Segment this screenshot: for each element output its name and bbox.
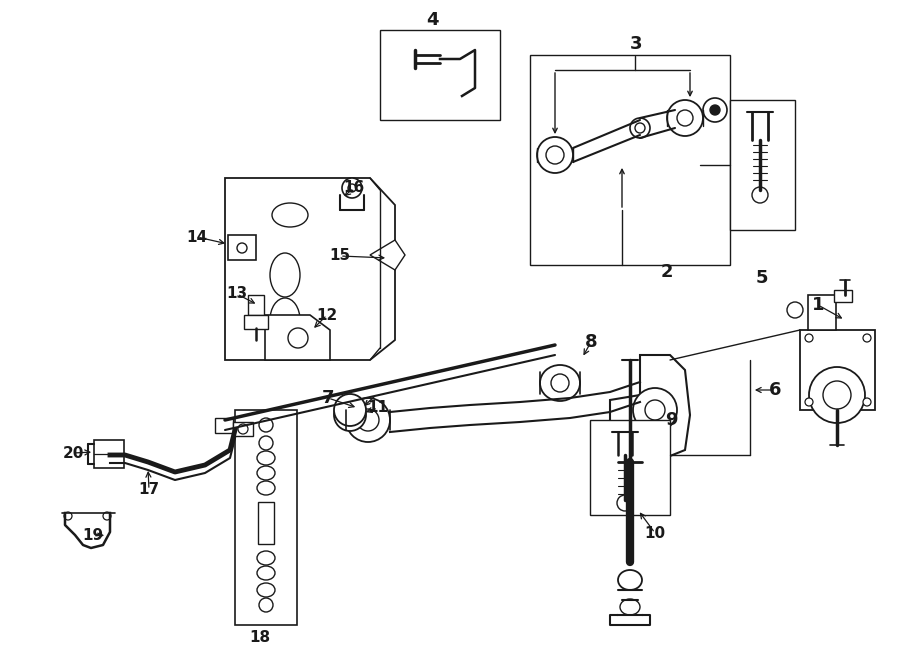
Ellipse shape — [635, 123, 645, 133]
Bar — [834, 290, 852, 302]
Ellipse shape — [270, 253, 300, 297]
Bar — [258, 502, 274, 544]
Ellipse shape — [270, 298, 300, 342]
Text: 12: 12 — [317, 307, 338, 323]
Ellipse shape — [346, 398, 390, 442]
Text: 5: 5 — [756, 269, 769, 287]
Ellipse shape — [257, 551, 275, 565]
Bar — [800, 330, 875, 410]
Bar — [248, 295, 264, 315]
Bar — [730, 100, 795, 230]
Ellipse shape — [630, 118, 650, 138]
Ellipse shape — [618, 570, 642, 590]
Text: 2: 2 — [661, 263, 673, 281]
Polygon shape — [610, 355, 690, 460]
Text: 6: 6 — [769, 381, 781, 399]
Circle shape — [103, 512, 111, 520]
Ellipse shape — [677, 110, 693, 126]
Bar — [244, 315, 268, 329]
Bar — [215, 418, 233, 433]
Ellipse shape — [357, 409, 379, 431]
Circle shape — [805, 334, 813, 342]
Ellipse shape — [257, 481, 275, 495]
Circle shape — [809, 367, 865, 423]
Text: 8: 8 — [585, 333, 598, 351]
Ellipse shape — [257, 583, 275, 597]
Text: 3: 3 — [630, 35, 643, 53]
Bar — [380, 30, 500, 120]
Circle shape — [752, 187, 768, 203]
Text: 9: 9 — [665, 411, 677, 429]
Circle shape — [64, 512, 72, 520]
Bar — [808, 295, 836, 330]
Circle shape — [342, 178, 362, 198]
Ellipse shape — [334, 399, 366, 431]
Text: 17: 17 — [139, 483, 159, 498]
Bar — [233, 422, 253, 436]
Ellipse shape — [540, 365, 580, 401]
Text: 14: 14 — [186, 229, 208, 245]
Circle shape — [805, 398, 813, 406]
Text: 7: 7 — [322, 389, 334, 407]
Circle shape — [259, 598, 273, 612]
Ellipse shape — [334, 394, 366, 426]
Text: 11: 11 — [367, 401, 389, 416]
Text: 15: 15 — [329, 249, 351, 264]
Bar — [94, 440, 124, 468]
Polygon shape — [225, 178, 395, 360]
Circle shape — [617, 495, 633, 511]
Ellipse shape — [537, 137, 573, 173]
Text: 4: 4 — [426, 11, 438, 29]
Text: 18: 18 — [249, 631, 271, 646]
Ellipse shape — [257, 466, 275, 480]
Circle shape — [823, 381, 851, 409]
Ellipse shape — [703, 98, 727, 122]
Text: 16: 16 — [344, 180, 364, 196]
Bar — [530, 55, 730, 265]
Ellipse shape — [272, 203, 308, 227]
Text: 13: 13 — [227, 286, 248, 301]
Circle shape — [259, 436, 273, 450]
Text: 10: 10 — [644, 525, 666, 541]
Ellipse shape — [667, 100, 703, 136]
Circle shape — [787, 302, 803, 318]
Ellipse shape — [551, 374, 569, 392]
Bar — [228, 235, 256, 260]
Circle shape — [237, 243, 247, 253]
Circle shape — [238, 424, 248, 434]
Circle shape — [259, 418, 273, 432]
Polygon shape — [265, 315, 330, 360]
Circle shape — [863, 334, 871, 342]
Ellipse shape — [342, 407, 358, 423]
Circle shape — [645, 400, 665, 420]
Bar — [235, 410, 297, 625]
Ellipse shape — [257, 566, 275, 580]
Bar — [590, 420, 670, 515]
Circle shape — [863, 398, 871, 406]
Circle shape — [633, 388, 677, 432]
Text: 1: 1 — [812, 296, 824, 314]
Polygon shape — [370, 240, 405, 270]
Circle shape — [348, 184, 356, 192]
Ellipse shape — [710, 105, 720, 115]
Ellipse shape — [546, 146, 564, 164]
Ellipse shape — [620, 599, 640, 615]
Text: 19: 19 — [83, 529, 104, 543]
Circle shape — [288, 328, 308, 348]
Text: 20: 20 — [62, 446, 84, 461]
Ellipse shape — [257, 451, 275, 465]
